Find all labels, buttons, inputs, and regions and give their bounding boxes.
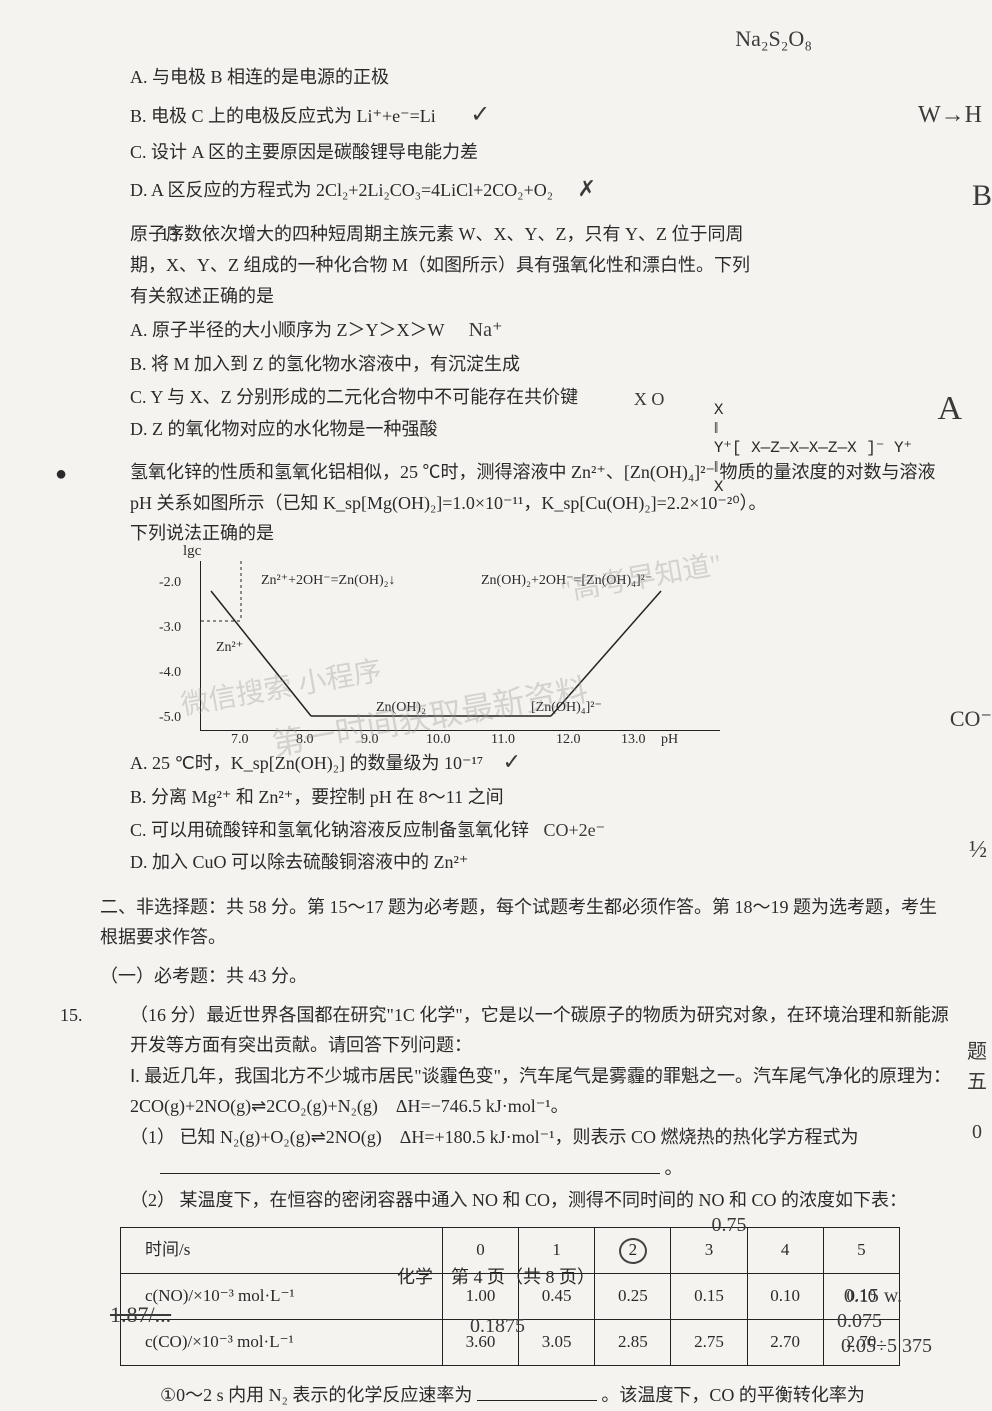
molecule-line-4: ‖ xyxy=(714,459,912,478)
cross-icon: ✗ xyxy=(578,176,596,201)
x-tick-5: 12.0 xyxy=(556,728,581,752)
q12-option-d: D. A 区反应的方程式为 2Cl₂+2Li₂CO₃=4LiCl+2CO₂+O₂… xyxy=(100,170,952,207)
molecule-line-5: X xyxy=(714,478,912,497)
q12-option-d-text: D. A 区反应的方程式为 2Cl₂+2Li₂CO₃=4LiCl+2CO₂+O₂ xyxy=(130,180,553,200)
q14-bullet: ● xyxy=(55,457,67,491)
q14-chart: lgc -2.0 -3.0 -4.0 -5.0 7.0 8.0 9.0 10.0… xyxy=(200,561,720,731)
q15-part1: Ⅰ. 最近几年，我国北方不少城市居民"谈霾色变"，汽车尾气是雾霾的罪魁之一。汽车… xyxy=(100,1061,952,1122)
check-icon: ✓ xyxy=(470,102,490,128)
q13-number: 13. xyxy=(160,219,183,250)
y-tick-2: -4.0 xyxy=(159,661,181,685)
chart-curves xyxy=(201,561,720,730)
table-row2-4: 2.70 xyxy=(747,1320,823,1366)
q13-option-b: B. 将 M 加入到 Z 的氢化物水溶液中，有沉淀生成 xyxy=(100,349,952,380)
q14-option-d: D. 加入 CuO 可以除去硫酸铜溶液中的 Zn²⁺ xyxy=(100,847,952,878)
handwriting-right-7: 五 xyxy=(967,1065,987,1099)
q14-stem-2: 下列说法正确的是 xyxy=(100,518,952,549)
q13-option-a: A. 原子半径的大小顺序为 Z＞Y＞X＞W Na⁺ xyxy=(100,313,952,347)
handwriting-cuo: CO+2e⁻ xyxy=(544,820,606,840)
y-tick-3: -5.0 xyxy=(159,706,181,730)
handwriting-xo: X O xyxy=(634,389,832,411)
q15-sub2-text: 某温度下，在恒容的密闭容器中通入 NO 和 CO，测得不同时间的 NO 和 CO… xyxy=(180,1190,908,1210)
handwriting-bottom-1: 0.1875 xyxy=(470,1309,525,1343)
x-tick-6: 13.0 xyxy=(621,728,646,752)
q15-data-table: 时间/s 0 1 2 3 4 5 c(NO)/×10⁻³ mol·L⁻¹ 1.0… xyxy=(120,1227,900,1366)
handwriting-na: Na⁺ xyxy=(469,319,503,341)
q14-option-a-text: A. 25 ℃时，K_sp[Zn(OH)₂] 的数量级为 10⁻¹⁷ xyxy=(130,753,483,773)
q12-options: A. 与电极 B 相连的是电源的正极 B. 电极 C 上的电极反应式为 Li⁺+… xyxy=(100,62,952,207)
handwriting-right-2: B xyxy=(972,170,992,221)
q15-sub2-q-text: ①0～2 s 内用 N₂ 表示的化学反应速率为 xyxy=(160,1385,472,1405)
handwriting-075: 0.75 xyxy=(712,1214,747,1236)
q15-sub1-text: 已知 N₂(g)+O₂(g)⇌2NO(g) ΔH=+180.5 kJ·mol⁻¹… xyxy=(180,1127,859,1147)
blank-underline-2[interactable] xyxy=(477,1383,597,1401)
table-row2-1: 3.05 xyxy=(519,1320,595,1366)
section-2-title: 二、非选择题：共 58 分。第 15～17 题为必考题，每个试题考生都必须作答。… xyxy=(100,892,952,953)
q13: 13. 原子序数依次增大的四种短周期主族元素 W、X、Y、Z，只有 Y、Z 位于… xyxy=(100,219,952,445)
q15-sub2-question: ①0～2 s 内用 N₂ 表示的化学反应速率为 。该温度下，CO 的平衡转化率为 xyxy=(100,1380,952,1411)
y-tick-0: -2.0 xyxy=(159,571,181,595)
q15-sub1: （1） 已知 N₂(g)+O₂(g)⇌2NO(g) ΔH=+180.5 kJ·m… xyxy=(100,1122,952,1153)
q12-option-a: A. 与电极 B 相连的是电源的正极 xyxy=(100,62,952,93)
y-tick-1: -3.0 xyxy=(159,616,181,640)
section-2-sub1: （一）必考题：共 43 分。 xyxy=(100,961,952,992)
x-tick-3: 10.0 xyxy=(426,728,451,752)
circle-annotation xyxy=(619,1238,647,1264)
q12-option-b-text: B. 电极 C 上的电极反应式为 Li⁺+e⁻=Li xyxy=(130,106,436,126)
handwriting-right-6: 题 xyxy=(967,1035,987,1069)
q15-sub2: （2） 某温度下，在恒容的密闭容器中通入 NO 和 CO，测得不同时间的 NO … xyxy=(100,1183,952,1217)
q12-option-b: B. 电极 C 上的电极反应式为 Li⁺+e⁻=Li ✓ xyxy=(100,95,952,136)
handwriting-bottom-4: 0.05÷5 375 xyxy=(841,1329,932,1363)
q12-option-c: C. 设计 A 区的主要原因是碳酸锂导电能力差 xyxy=(100,137,952,168)
table-row2-3: 2.75 xyxy=(671,1320,747,1366)
chart-x-label: pH xyxy=(661,728,678,752)
q15-sub2-q2-text: 。该温度下，CO 的平衡转化率为 xyxy=(601,1385,865,1405)
table-row2-2: 2.85 xyxy=(595,1320,671,1366)
q15-stem: （16 分）最近世界各国都在研究"1C 化学"，它是以一个碳原子的物质为研究对象… xyxy=(100,1000,952,1061)
q15-number: 15. xyxy=(60,1000,83,1031)
handwriting-right-1: W→H xyxy=(918,95,982,136)
handwriting-bottom-scribble: 1.87/... xyxy=(110,1296,171,1333)
q15-sub1-label: （1） xyxy=(130,1127,175,1147)
q14-option-c-text: C. 可以用硫酸锌和氢氧化钠溶液反应制备氢氧化锌 xyxy=(130,820,529,840)
x-tick-0: 7.0 xyxy=(231,728,249,752)
handwriting-right-8: 0 xyxy=(972,1115,982,1149)
q14: ● 氢氧化锌的性质和氢氧化铝相似，25 ℃时，测得溶液中 Zn²⁺、[Zn(OH… xyxy=(100,457,952,878)
q15-sub1-blank-line: 。 xyxy=(100,1153,952,1184)
q13-stem: 原子序数依次增大的四种短周期主族元素 W、X、Y、Z，只有 Y、Z 位于同周期，… xyxy=(100,219,952,311)
x-tick-1: 8.0 xyxy=(296,728,314,752)
q15-sub2-label: （2） xyxy=(130,1190,175,1210)
check-icon-2: ✓ xyxy=(503,749,521,774)
q14-option-a: A. 25 ℃时，K_sp[Zn(OH)₂] 的数量级为 10⁻¹⁷ ✓ xyxy=(100,743,952,780)
q14-option-c: C. 可以用硫酸锌和氢氧化钠溶液反应制备氢氧化锌 CO+2e⁻ xyxy=(100,815,952,846)
handwriting-top-right: Na₂S₂O₈ xyxy=(735,20,812,57)
molecule-line-2: ‖ xyxy=(714,420,912,439)
x-tick-2: 9.0 xyxy=(361,728,379,752)
handwriting-right-4: CO⁻ xyxy=(950,700,992,737)
molecule-line-3: Y⁺[ X—Z—X—X—Z—X ]⁻ Y⁺ xyxy=(714,439,912,458)
handwriting-right-5: ½ xyxy=(969,830,987,871)
q13-option-a-text: A. 原子半径的大小顺序为 Z＞Y＞X＞W xyxy=(130,320,444,340)
q15: 15. （16 分）最近世界各国都在研究"1C 化学"，它是以一个碳原子的物质为… xyxy=(100,1000,952,1411)
molecule-structure: X O X ‖ Y⁺[ X—Z—X—X—Z—X ]⁻ Y⁺ ‖ X xyxy=(714,379,912,497)
q15-sub1-period: 。 xyxy=(665,1158,683,1178)
chart-y-label: lgc xyxy=(183,539,201,565)
blank-underline[interactable] xyxy=(160,1156,660,1174)
q14-option-b: B. 分离 Mg²⁺ 和 Zn²⁺，要控制 pH 在 8～11 之间 xyxy=(100,782,952,813)
